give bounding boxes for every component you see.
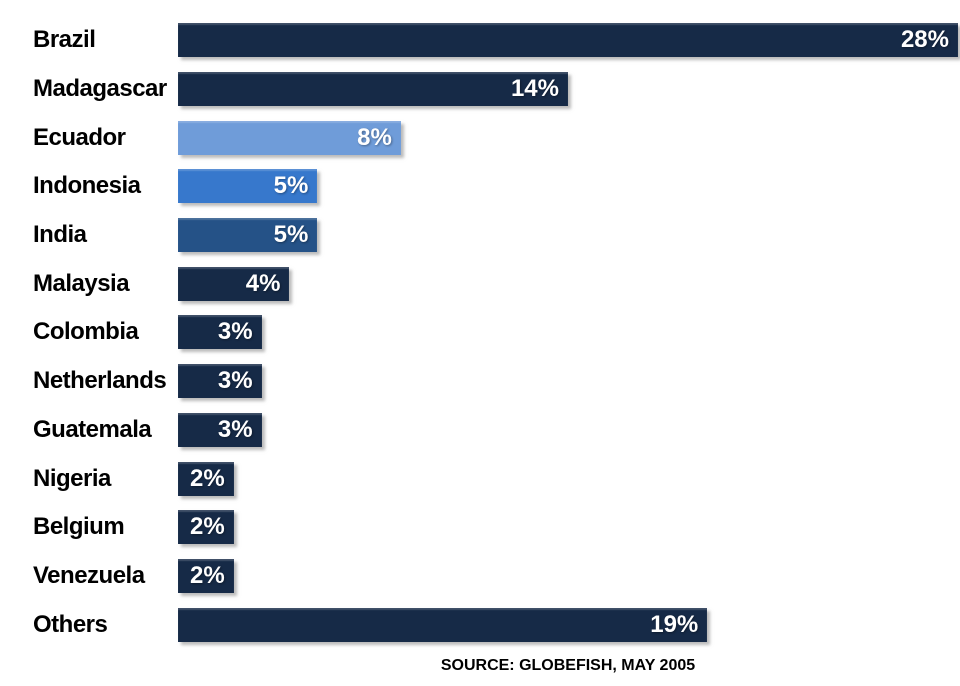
category-label: Others: [33, 610, 108, 638]
bar-row: Venezuela 2%: [0, 552, 960, 601]
category-label: Indonesia: [33, 172, 141, 200]
bar-value-label: 4%: [245, 269, 281, 297]
bar-value-label: 5%: [273, 221, 309, 249]
bar-row: Indonesia 5%: [0, 162, 960, 211]
bar: 3%: [178, 364, 262, 399]
bar-row: Malaysia 4%: [0, 259, 960, 308]
bar: 2%: [178, 461, 234, 496]
category-label: Madagascar: [33, 75, 167, 103]
bar-value-label: 2%: [190, 561, 225, 589]
bar-value-label: 19%: [650, 610, 699, 638]
bar-row: Madagascar 14%: [0, 65, 960, 114]
bar: 3%: [178, 315, 262, 350]
bar: 14%: [178, 72, 568, 107]
bar: 8%: [178, 120, 401, 155]
category-label: Netherlands: [33, 367, 167, 395]
bar-value-label: 3%: [217, 318, 253, 346]
category-label: Colombia: [33, 318, 139, 346]
bar-value-label: 8%: [357, 123, 392, 151]
category-label: Belgium: [33, 513, 125, 541]
bar: 28%: [178, 23, 958, 58]
bar-value-label: 28%: [900, 26, 949, 54]
bar-value-label: 3%: [217, 367, 253, 395]
category-label: Ecuador: [33, 123, 126, 151]
bar-value-label: 2%: [190, 464, 225, 492]
bar-row: Guatemala 3%: [0, 406, 960, 455]
source-caption: SOURCE: GLOBEFISH, MAY 2005: [440, 656, 696, 674]
bar-value-label: 2%: [190, 513, 225, 541]
bar: 4%: [178, 266, 290, 301]
bar: 3%: [178, 412, 262, 447]
category-label: Guatemala: [33, 415, 152, 443]
bar-value-label: 3%: [217, 415, 253, 443]
bar-row: Others 19%: [0, 600, 960, 649]
bar: 5%: [178, 218, 318, 253]
bar-row: India 5%: [0, 211, 960, 260]
bar: 2%: [178, 558, 234, 593]
category-label: India: [33, 221, 87, 249]
bar-row: Netherlands 3%: [0, 357, 960, 406]
category-label: Brazil: [33, 26, 96, 54]
bar: 5%: [178, 169, 318, 204]
bar-value-label: 14%: [510, 75, 559, 103]
bar-row: Ecuador 8%: [0, 113, 960, 162]
bar-row: Brazil 28%: [0, 16, 960, 65]
bar-row: Nigeria 2%: [0, 454, 960, 503]
bar: 19%: [178, 607, 708, 642]
bar: 2%: [178, 510, 234, 545]
category-label: Malaysia: [33, 269, 130, 297]
category-label: Venezuela: [33, 561, 145, 589]
bar-chart: Brazil 28% Madagascar 14% Ecuador 8% Indonesia…: [0, 16, 960, 649]
bar-row: Colombia 3%: [0, 308, 960, 357]
bar-value-label: 5%: [273, 172, 309, 200]
bar-row: Belgium 2%: [0, 503, 960, 552]
category-label: Nigeria: [33, 464, 111, 492]
